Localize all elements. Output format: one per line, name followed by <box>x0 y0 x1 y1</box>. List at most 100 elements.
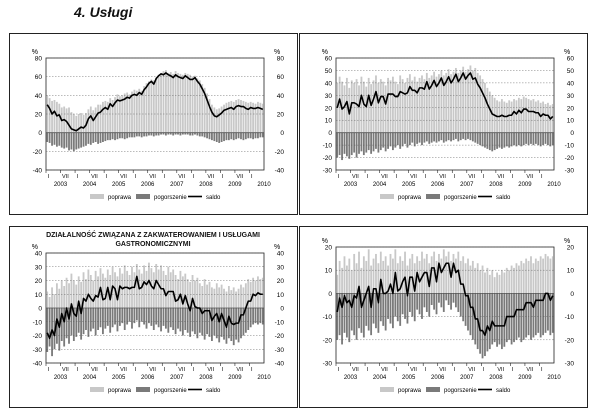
bar-poprawa <box>198 283 201 308</box>
bar-poprawa <box>70 273 73 309</box>
bar-poprawa <box>411 80 414 133</box>
bar-poprawa <box>462 66 465 133</box>
bar-poprawa <box>404 251 406 294</box>
bar-pogorszenie <box>358 132 360 154</box>
bar-poprawa <box>530 256 532 294</box>
bar-poprawa <box>401 79 404 133</box>
bar-poprawa <box>230 290 233 309</box>
bar-poprawa <box>527 260 530 294</box>
bar-poprawa <box>65 277 68 308</box>
bar-pogorszenie <box>148 308 150 324</box>
bar-pogorszenie <box>51 132 53 146</box>
bar-poprawa <box>191 275 194 308</box>
bar-pogorszenie <box>503 132 506 148</box>
bar-poprawa <box>367 77 370 133</box>
bar-poprawa <box>99 104 102 133</box>
bar-poprawa <box>123 93 126 133</box>
bar-poprawa <box>508 270 511 294</box>
y-tick-label-right: 20 <box>567 105 575 112</box>
y-tick-label-right: 0 <box>570 291 574 298</box>
bar-poprawa <box>215 283 218 308</box>
bar-poprawa <box>358 85 360 133</box>
bar-pogorszenie <box>413 293 416 322</box>
bar-pogorszenie <box>104 308 107 329</box>
bar-poprawa <box>438 253 440 294</box>
bar-poprawa <box>126 92 129 133</box>
y-unit-left: % <box>32 49 38 56</box>
bar-pogorszenie <box>80 308 83 340</box>
bar-pogorszenie <box>135 308 138 321</box>
bar-poprawa <box>525 97 528 133</box>
bar-pogorszenie <box>493 132 496 151</box>
bar-poprawa <box>97 104 99 133</box>
bar-pogorszenie <box>484 132 486 148</box>
bar-pogorszenie <box>177 132 179 135</box>
bar-pogorszenie <box>254 132 257 139</box>
bar-poprawa <box>80 113 83 133</box>
bar-poprawa <box>191 76 194 133</box>
bar-poprawa <box>240 284 242 309</box>
y-tick-label-right: 0 <box>280 306 284 313</box>
bar-poprawa <box>186 73 189 133</box>
bar-pogorszenie <box>133 132 136 138</box>
bar-pogorszenie <box>377 293 380 333</box>
bar-poprawa <box>85 113 87 133</box>
bar-poprawa <box>418 260 421 294</box>
bar-poprawa <box>493 277 496 294</box>
bar-pogorszenie <box>211 132 213 141</box>
bar-pogorszenie <box>118 132 121 139</box>
y-unit-left: % <box>32 244 38 251</box>
bar-poprawa <box>505 102 508 133</box>
bar-pogorszenie <box>404 132 406 144</box>
bar-pogorszenie <box>447 132 450 141</box>
bar-poprawa <box>348 258 351 294</box>
bar-pogorszenie <box>365 293 368 326</box>
bar-poprawa <box>544 253 547 294</box>
bar-pogorszenie <box>232 132 235 141</box>
bar-pogorszenie <box>382 293 385 326</box>
bar-pogorszenie <box>68 308 70 344</box>
bar-pogorszenie <box>537 293 540 333</box>
bar-poprawa <box>133 272 136 308</box>
bar-pogorszenie <box>542 293 545 336</box>
bar-poprawa <box>406 265 409 294</box>
bar-poprawa <box>194 280 196 308</box>
bar-poprawa <box>167 72 170 133</box>
bar-pogorszenie <box>438 293 440 303</box>
y-tick-label-left: -40 <box>33 361 43 368</box>
bar-pogorszenie <box>416 293 419 310</box>
bar-poprawa <box>232 101 235 133</box>
bar-pogorszenie <box>387 293 389 319</box>
bar-pogorszenie <box>257 308 259 325</box>
bar-pogorszenie <box>474 132 477 143</box>
y-tick-label-right: 40 <box>277 251 285 258</box>
bar-pogorszenie <box>121 132 124 139</box>
bar-poprawa <box>551 104 554 133</box>
bar-poprawa <box>520 99 523 133</box>
bar-pogorszenie <box>140 308 143 322</box>
bar-pogorszenie <box>97 308 99 330</box>
bar-pogorszenie <box>126 132 129 139</box>
legend-label-saldo: saldo <box>206 388 221 394</box>
bar-poprawa <box>537 260 540 294</box>
bar-poprawa <box>377 263 380 294</box>
bar-poprawa <box>392 76 394 133</box>
x-year-label: 2008 <box>199 375 213 381</box>
bar-poprawa <box>551 256 554 294</box>
bar-pogorszenie <box>77 132 80 149</box>
bar-pogorszenie <box>503 293 506 347</box>
legend-label-saldo: saldo <box>206 195 221 201</box>
x-tick-label: I <box>77 174 79 180</box>
legend-label-poprawa: poprawa <box>398 388 422 394</box>
bar-pogorszenie <box>496 293 498 347</box>
bar-pogorszenie <box>118 308 121 326</box>
y-tick-label-left: 0 <box>328 130 332 137</box>
bar-pogorszenie <box>87 308 90 337</box>
bar-poprawa <box>481 265 484 294</box>
bar-poprawa <box>464 263 467 294</box>
x-tick-label: VII <box>207 174 214 180</box>
bar-poprawa <box>454 67 457 133</box>
chart-svg-accommodation: DZIAŁALNOŚĆ ZWIĄZANA Z ZAKWATEROWANIEM I… <box>32 230 285 394</box>
bar-pogorszenie <box>123 132 126 140</box>
bar-pogorszenie <box>257 132 259 139</box>
